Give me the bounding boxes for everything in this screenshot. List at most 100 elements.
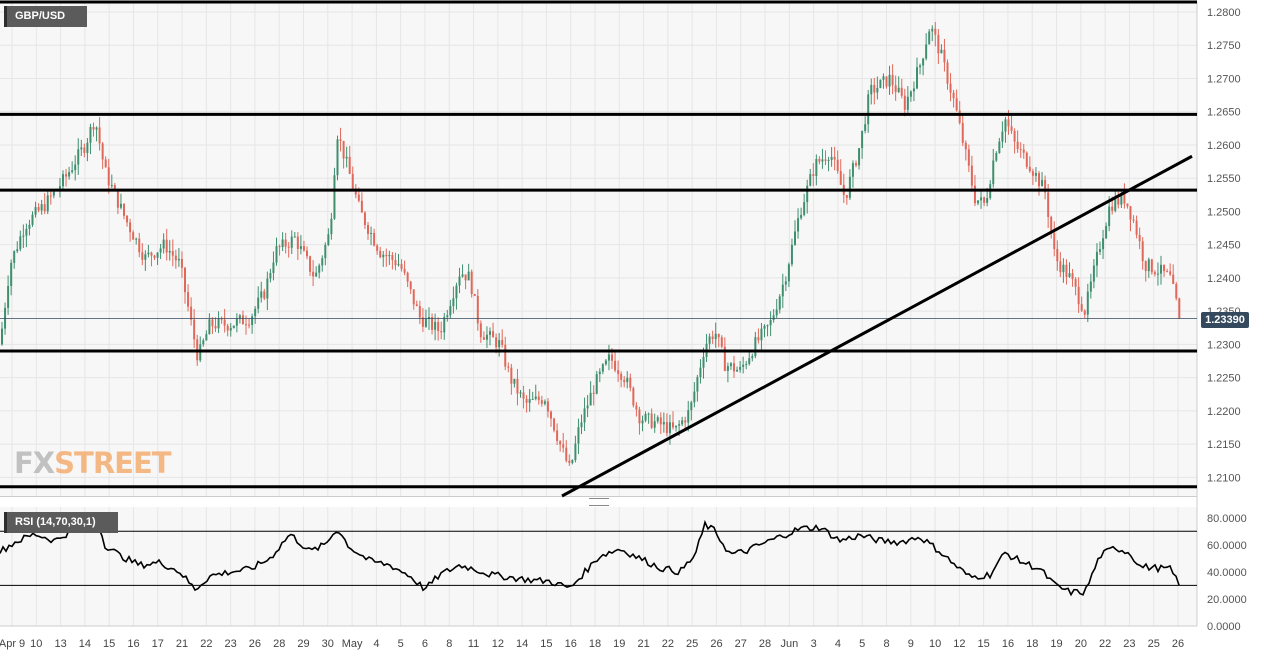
- candle-body: [925, 44, 928, 59]
- candle-body: [861, 130, 864, 149]
- candle-body: [153, 255, 156, 258]
- candle-body: [1089, 281, 1092, 292]
- candle-body: [977, 200, 979, 204]
- candle-body: [1178, 298, 1181, 319]
- candle-body: [864, 124, 867, 131]
- candle-body: [275, 246, 278, 263]
- candle-body: [95, 127, 98, 130]
- candle-body: [184, 267, 186, 293]
- candle-body: [409, 281, 412, 290]
- candle-body: [74, 164, 77, 171]
- candle-body: [290, 236, 293, 248]
- candle-body: [928, 31, 931, 45]
- candle-body: [251, 316, 254, 326]
- candle-body: [1034, 173, 1037, 176]
- candle-body: [604, 360, 607, 365]
- date-axis-tick-label: May: [342, 638, 363, 650]
- rsi-axis-tick-label: 20.0000: [1207, 594, 1247, 606]
- candle-body: [964, 142, 967, 150]
- candle-body: [455, 285, 458, 299]
- candle-body: [919, 65, 922, 68]
- candle-body: [135, 238, 138, 240]
- candle-body: [702, 356, 705, 368]
- candle-body: [769, 319, 772, 326]
- candle-body: [742, 364, 745, 367]
- date-axis-tick-label: 5: [859, 638, 865, 650]
- candle-body: [827, 159, 830, 161]
- candle-body: [504, 344, 507, 367]
- candle-body: [1132, 219, 1135, 221]
- candle-body: [327, 234, 330, 245]
- price-axis-tick-label: 1.2400: [1207, 273, 1241, 285]
- candle-body: [119, 203, 122, 208]
- date-axis-tick-label: 30: [322, 638, 334, 650]
- candle-body: [522, 392, 525, 399]
- candle-body: [1120, 193, 1123, 205]
- candle-body: [1160, 264, 1162, 274]
- candle-body: [1129, 206, 1132, 220]
- candle-body: [851, 163, 854, 177]
- candle-body: [888, 74, 891, 87]
- candle-body: [528, 399, 531, 403]
- candle-body: [574, 443, 577, 461]
- candle-body: [736, 369, 739, 372]
- candle-body: [351, 173, 354, 189]
- fxstreet-watermark-logo: FXSTREET: [14, 446, 172, 480]
- candle-body: [394, 260, 397, 266]
- candle-body: [46, 195, 49, 212]
- candle-body: [415, 304, 418, 307]
- candle-body: [790, 244, 793, 265]
- candle-body: [22, 235, 25, 237]
- candle-body: [1138, 234, 1141, 242]
- candle-body: [635, 405, 638, 410]
- candle-body: [315, 272, 318, 277]
- candle-body: [281, 239, 284, 248]
- candle-body: [992, 160, 995, 185]
- candle-body: [1135, 220, 1138, 235]
- candle-body: [568, 460, 571, 463]
- candle-body: [794, 231, 796, 245]
- candle-body: [1156, 273, 1159, 275]
- candle-body: [1010, 126, 1013, 131]
- candle-body: [367, 225, 369, 234]
- date-axis-tick-label: 14: [516, 638, 528, 650]
- candle-body: [129, 222, 132, 233]
- candle-body: [1053, 232, 1056, 249]
- candle-body: [733, 363, 735, 372]
- candle-body: [89, 126, 92, 143]
- candle-body: [77, 149, 80, 165]
- candle-body: [144, 254, 147, 260]
- date-axis-tick-label: 21: [176, 638, 188, 650]
- candle-body: [629, 377, 632, 388]
- candle-body: [726, 366, 729, 371]
- candle-body: [400, 264, 403, 269]
- candle-body: [1144, 261, 1147, 272]
- date-axis-tick-label: 12: [492, 638, 504, 650]
- panel-resize-handle[interactable]: [589, 498, 609, 506]
- candle-body: [403, 268, 406, 273]
- candle-body: [217, 318, 220, 329]
- date-axis-tick-label: 16: [127, 638, 139, 650]
- candle-body: [885, 76, 888, 87]
- candle-body: [711, 336, 714, 340]
- candle-body: [229, 327, 232, 331]
- candle-body: [104, 159, 107, 168]
- candle-body: [1172, 274, 1175, 285]
- candle-body: [675, 425, 678, 428]
- candle-body: [495, 337, 498, 348]
- candle-body: [867, 94, 870, 125]
- candle-body: [1092, 265, 1095, 282]
- candle-body: [589, 392, 592, 406]
- candle-body: [479, 323, 482, 338]
- candle-body: [611, 354, 613, 361]
- candle-body: [214, 326, 217, 329]
- candle-body: [1068, 273, 1071, 277]
- candle-body: [205, 334, 208, 341]
- candle-body: [174, 255, 177, 261]
- date-axis-tick-label: 19: [1050, 638, 1062, 650]
- candle-body: [287, 246, 290, 248]
- candle-body: [443, 317, 446, 333]
- candle-body: [553, 418, 556, 431]
